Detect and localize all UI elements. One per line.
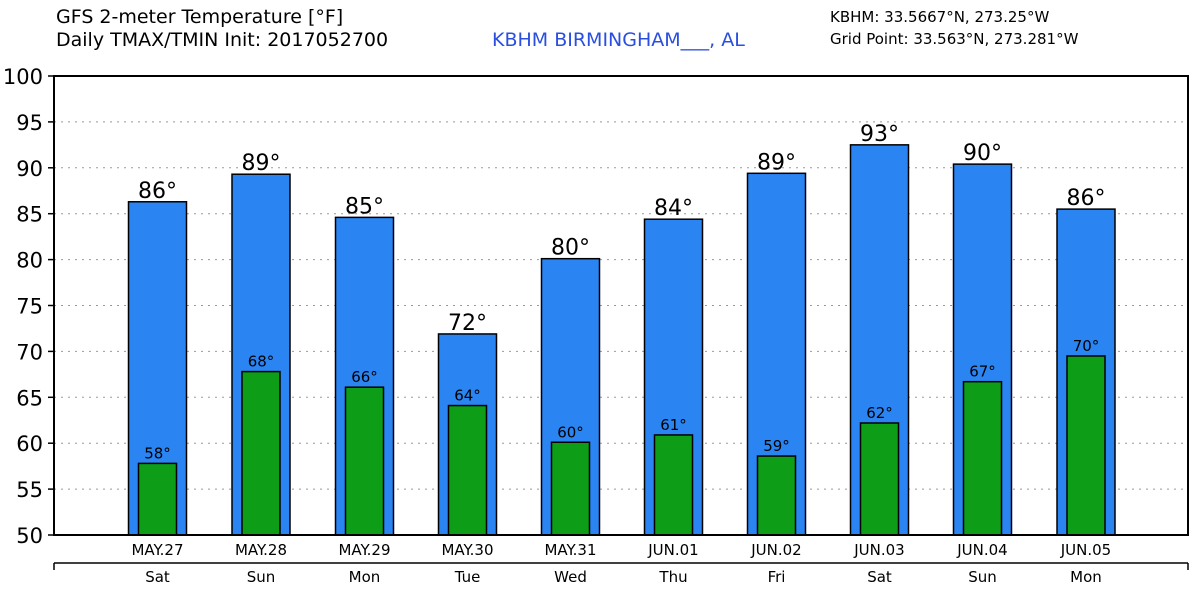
y-tick-label: 55 [16, 478, 43, 502]
tmax-data-label: 84° [654, 196, 693, 221]
data-labels: 86° 58° 89° 68° 85° 66° 72° 64° 80° 60° 84° 61° 89° 5… [138, 122, 1106, 463]
tmin-data-label: 58° [144, 444, 171, 462]
tmin-bar [137, 462, 178, 536]
tmin-data-label: 64° [454, 387, 481, 405]
x-tick-label-date: JUN.04 [956, 541, 1007, 559]
grid-lines [54, 121, 1188, 490]
grid-point-coordinates: Grid Point: 33.563°N, 273.281°W [830, 30, 1079, 48]
x-tick-label-date: MAY.30 [441, 541, 493, 559]
y-tick-label: 90 [16, 157, 43, 181]
tmin-data-label: 61° [660, 416, 687, 434]
y-tick-label: 95 [16, 111, 43, 135]
tmin-bar [447, 404, 488, 536]
tmax-data-label: 72° [448, 311, 487, 336]
x-tick-label-weekday: Tue [454, 568, 481, 586]
station-name: KBHM BIRMINGHAM___, AL [492, 29, 745, 51]
tmin-data-label: 60° [557, 423, 584, 441]
x-tick-label-date: MAY.29 [338, 541, 390, 559]
x-tick-label-date: MAY.27 [131, 541, 183, 559]
plot-frame [53, 75, 1189, 536]
tmin-data-label: 70° [1073, 337, 1100, 355]
tmin-bar [756, 455, 797, 536]
y-tick-label: 100 [3, 65, 43, 89]
y-tick-label: 85 [16, 203, 43, 227]
y-tick-label: 80 [16, 249, 43, 273]
tmin-bar [1066, 355, 1106, 536]
x-tick-label-weekday: Sat [145, 568, 170, 586]
tmax-data-label: 85° [345, 194, 384, 219]
tmin-data-label: 68° [248, 353, 275, 371]
y-tick-label: 75 [16, 295, 43, 319]
tmin-data-label: 59° [763, 437, 790, 455]
tmax-data-label: 89° [757, 150, 796, 175]
tmax-data-label: 86° [1067, 186, 1106, 211]
x-tick-label-weekday: Sat [867, 568, 892, 586]
x-tick-label-weekday: Wed [554, 568, 587, 586]
tmin-bar [344, 386, 385, 536]
station-coordinates: KBHM: 33.5667°N, 273.25°W [830, 8, 1050, 26]
x-tick-label-weekday: Mon [349, 568, 381, 586]
x-tick-label-weekday: Thu [658, 568, 687, 586]
x-tick-label-date: JUN.02 [750, 541, 801, 559]
tmax-data-label: 90° [963, 141, 1002, 166]
chart-title-line2: Daily TMAX/TMIN Init: 2017052700 [56, 29, 389, 51]
y-tick-label: 70 [16, 340, 43, 364]
tmax-data-label: 86° [138, 179, 177, 204]
tmin-bar [859, 422, 900, 536]
tmin-data-label: 67° [969, 363, 996, 381]
chart-title-line1: GFS 2-meter Temperature [°F] [56, 6, 344, 28]
tmin-bar [653, 434, 694, 536]
y-tick-label: 50 [16, 524, 43, 548]
tmin-bar [550, 441, 591, 536]
x-tick-label-date: JUN.05 [1060, 541, 1111, 559]
x-tick-label-weekday: Sun [247, 568, 276, 586]
x-tick-label-weekday: Fri [768, 568, 786, 586]
tmin-data-label: 66° [351, 368, 378, 386]
axes: 50 55 60 65 70 75 80 85 90 95 100 MAY.27 Sat MAY.28 Su… [3, 65, 1189, 586]
tmin-bar [241, 370, 281, 536]
tmax-data-label: 80° [551, 236, 590, 261]
x-tick-label-weekday: Sun [968, 568, 997, 586]
tmax-data-label: 89° [242, 151, 281, 176]
y-tick-label: 60 [16, 432, 43, 456]
x-tick-label-date: JUN.03 [853, 541, 904, 559]
y-tick-label: 65 [16, 386, 43, 410]
x-tick-label-date: MAY.31 [544, 541, 596, 559]
x-tick-label-date: JUN.01 [647, 541, 698, 559]
x-tick-label-weekday: Mon [1070, 568, 1102, 586]
tmin-bar [962, 380, 1003, 536]
tmax-data-label: 93° [860, 122, 899, 147]
bars [127, 144, 1116, 536]
x-tick-label-date: MAY.28 [235, 541, 287, 559]
tmin-data-label: 62° [866, 404, 893, 422]
